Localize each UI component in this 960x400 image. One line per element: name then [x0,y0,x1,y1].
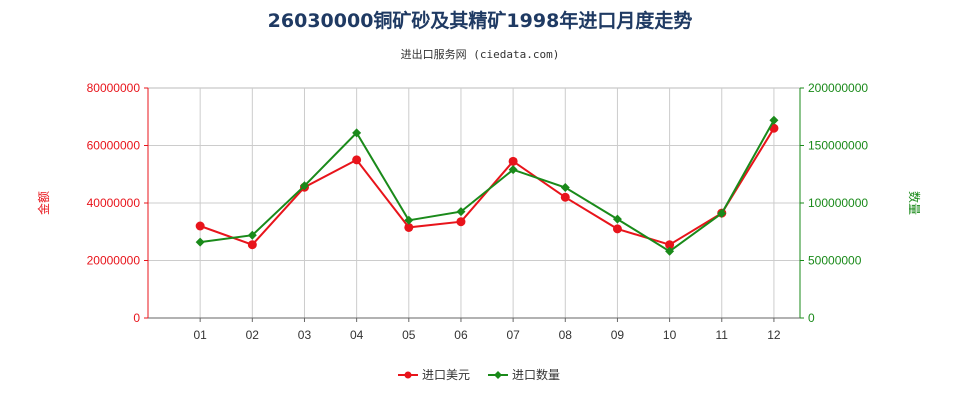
x-tick-label: 05 [402,328,416,342]
legend-marker [494,371,502,379]
data-point [717,208,727,218]
data-point [665,240,675,250]
y-axis-left-label: 金额 [36,191,51,215]
y-left-tick-label: 80000000 [87,81,141,95]
legend-label: 进口美元 [422,368,470,382]
y-right-tick-label: 200000000 [808,81,868,95]
data-point [299,181,309,191]
x-tick-label: 01 [193,328,207,342]
y-axis-right-label: 数量 [907,191,922,215]
data-point [195,237,205,247]
x-tick-label: 12 [767,328,781,342]
data-point [612,214,622,224]
x-tick-label: 03 [298,328,312,342]
y-right-tick-label: 100000000 [808,196,868,210]
y-left-tick-label: 0 [133,311,140,325]
data-point [404,215,414,225]
legend-label: 进口数量 [512,367,560,382]
data-point [247,230,257,240]
x-tick-label: 08 [559,328,573,342]
series [195,115,779,256]
x-tick-label: 11 [716,328,729,342]
grid [147,87,801,319]
data-point [508,165,518,175]
legend-marker [404,371,412,379]
x-tick-label: 07 [506,328,520,342]
x-tick-label: 10 [663,328,677,342]
data-point [456,207,466,217]
y-left-tick-label: 40000000 [87,196,141,210]
x-tick-label: 02 [246,328,260,342]
data-point [612,224,622,234]
y-right-tick-label: 150000000 [808,139,868,153]
x-tick-label: 04 [350,328,364,342]
y-right-tick-label: 0 [808,311,815,325]
data-point [769,115,779,125]
y-right-tick-label: 50000000 [808,254,862,268]
y-left-tick-label: 20000000 [87,254,141,268]
data-point [560,182,570,192]
data-point [352,155,362,165]
chart-title: 26030000铜矿砂及其精矿1998年进口月度走势 [268,9,693,32]
data-point [404,222,414,232]
series-line [200,119,775,253]
axes: 0 0 20000000 50000000 40000000 100000000 60000… [87,81,869,342]
chart-subtitle: 进出口服务网 (ciedata.com) [401,47,560,61]
data-point [352,128,362,138]
x-tick-label: 06 [454,328,468,342]
data-point [508,156,518,166]
data-point [560,192,570,202]
data-point [665,246,675,256]
data-point [195,221,205,231]
data-point [247,240,257,250]
data-point [456,217,466,227]
legend: 进口美元 进口数量 [398,367,560,382]
x-tick-label: 09 [611,328,625,342]
y-left-tick-label: 60000000 [87,139,141,153]
